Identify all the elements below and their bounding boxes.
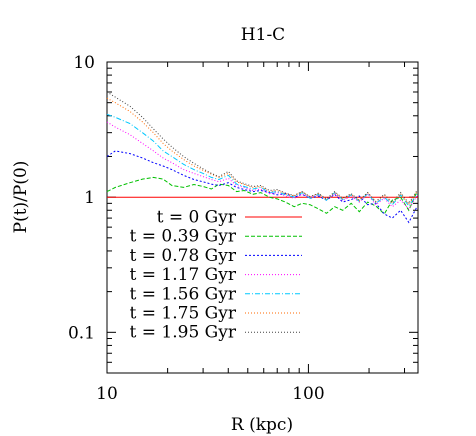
legend-label: t = 1.17 Gyr [130,265,237,285]
series-line-4 [106,113,418,207]
series-line-5 [106,97,418,206]
y-tick-label: 10 [73,53,95,73]
axis-ticks: 10 100 10 1 0.1 [68,53,418,404]
legend-label: t = 0.78 Gyr [130,246,237,266]
y-tick-label: 1 [84,188,95,208]
x-tick-label: 100 [292,384,324,404]
series-line-1 [106,176,418,215]
chart-title: H1-C [241,25,285,45]
legend-label: t = 0 Gyr [157,208,237,228]
series-layer [106,91,418,224]
series-line-6 [106,91,418,205]
plot-frame [106,61,419,374]
x-axis-label: R (kpc) [231,415,293,435]
y-axis-label: P(t)/P(0) [11,161,31,234]
series-line-3 [106,121,418,210]
legend-label: t = 0.39 Gyr [130,227,237,247]
legend-label: t = 1.75 Gyr [130,304,237,324]
y-tick-label: 0.1 [68,323,95,343]
legend-label: t = 1.95 Gyr [130,323,237,343]
series-line-2 [106,150,418,224]
legend-label: t = 1.56 Gyr [130,284,237,304]
x-tick-label: 10 [96,384,118,404]
